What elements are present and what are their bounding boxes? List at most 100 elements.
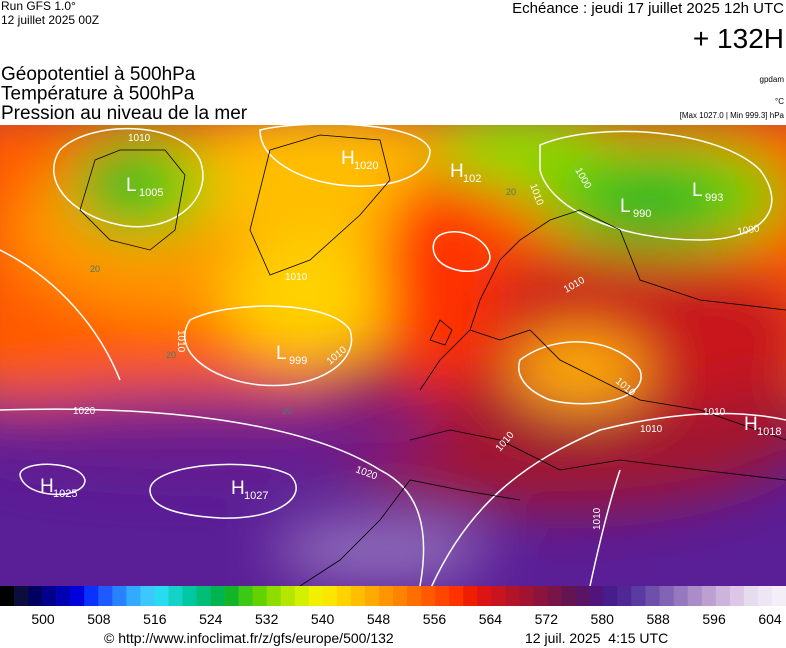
- colorbar-swatch: [336, 586, 352, 606]
- colorbar-swatch: [98, 586, 113, 606]
- colorbar-swatch: [561, 586, 576, 606]
- center-value: 1018: [757, 426, 781, 438]
- colorbar-swatch: [491, 586, 506, 606]
- colorbar-swatch: [168, 586, 183, 606]
- colorbar-swatch: [617, 586, 632, 606]
- colorbar-swatch: [435, 586, 450, 606]
- colorbar-swatch: [687, 586, 703, 606]
- isobar-label: 20: [90, 264, 100, 274]
- colorbar-swatch: [350, 586, 366, 606]
- colorbar-swatch: [407, 586, 422, 606]
- isobar-label: 1010: [592, 507, 603, 530]
- colorbar-swatch: [70, 586, 85, 606]
- colorbar-swatch: [659, 586, 675, 606]
- colorbar-label: 532: [255, 611, 279, 627]
- center-letter: L: [620, 196, 631, 217]
- colorbar-swatch: [210, 586, 225, 606]
- unit-temperature: °C: [775, 97, 784, 106]
- colorbar-label: 508: [87, 611, 111, 627]
- colorbar-swatch: [463, 586, 478, 606]
- colorbar-swatch: [771, 586, 786, 606]
- footer-url: © http://www.infoclimat.fr/z/gfs/europe/…: [104, 630, 394, 646]
- title: Pression au niveau de la mer: [1, 103, 248, 124]
- isobar-label: 20: [506, 187, 516, 197]
- isobar-label: 1010: [703, 407, 726, 418]
- unit-pressure: [Max 1027.0 | Min 999.3] hPa: [680, 111, 785, 120]
- echeance: Echéance : jeudi 17 juillet 2025 12h UTC: [512, 0, 784, 17]
- center-letter: H: [450, 161, 464, 182]
- center-letter: H: [231, 478, 245, 499]
- colorbar-swatch: [308, 586, 324, 606]
- isobar-label: 1010: [175, 330, 186, 353]
- colorbar-swatch: [84, 586, 99, 606]
- colorbar-swatch: [547, 586, 562, 606]
- center-letter: L: [276, 343, 287, 364]
- colorbar-swatch: [757, 586, 773, 606]
- colorbar-swatch: [126, 586, 141, 606]
- colorbar-swatch: [266, 586, 282, 606]
- colorbar-label: 604: [758, 611, 782, 627]
- colorbar-swatch: [589, 586, 604, 606]
- colorbar-swatch: [182, 586, 197, 606]
- center-letter: L: [126, 175, 137, 196]
- center-value: 990: [633, 208, 651, 220]
- colorbar-swatch: [477, 586, 492, 606]
- isobar-label: 20: [166, 350, 176, 360]
- colorbar-swatch: [56, 586, 71, 606]
- center-letter: H: [744, 414, 758, 435]
- colorbar-swatch: [252, 586, 267, 606]
- center-value: 993: [705, 192, 723, 204]
- center-value: 1025: [53, 488, 77, 500]
- colorbar-swatch: [603, 586, 618, 606]
- lead-time: + 132H: [693, 23, 784, 54]
- colorbar-label: 556: [423, 611, 447, 627]
- colorbar-swatch: [322, 586, 338, 606]
- isobar-label: 1010: [128, 133, 151, 144]
- colorbar-swatch: [533, 586, 548, 606]
- run-label: Run GFS 1.0°: [1, 0, 76, 13]
- colorbar-swatch: [112, 586, 127, 606]
- colorbar-swatch: [701, 586, 717, 606]
- colorbar-label: 564: [479, 611, 503, 627]
- colorbar-swatch: [0, 586, 15, 606]
- center-letter: L: [692, 180, 703, 201]
- colorbar-swatch: [378, 586, 394, 606]
- center-value: 102: [463, 173, 481, 185]
- colorbar-swatch: [631, 586, 646, 606]
- colorbar-label: 596: [702, 611, 726, 627]
- colorbar-swatch: [238, 586, 253, 606]
- colorbar-swatch: [505, 586, 520, 606]
- colorbar-label: 588: [646, 611, 670, 627]
- run-date: 12 juillet 2025 00Z: [1, 13, 99, 27]
- colorbar-swatch: [729, 586, 745, 606]
- title: Géopotentiel à 500hPa: [1, 64, 196, 85]
- isobar-label: 1020: [73, 406, 96, 417]
- colorbar-swatch: [393, 586, 408, 606]
- colorbar-label: 580: [591, 611, 615, 627]
- title: Température à 500hPa: [1, 84, 195, 105]
- unit-geopotential: gpdam: [760, 75, 785, 84]
- colorbar-swatch: [196, 586, 211, 606]
- center-letter: H: [40, 476, 54, 497]
- center-value: 1027: [244, 490, 268, 502]
- colorbar-swatch: [519, 586, 534, 606]
- colorbar-swatch: [645, 586, 660, 606]
- colorbar-label: 540: [311, 611, 335, 627]
- center-value: 1005: [139, 187, 163, 199]
- colorbar-swatch: [449, 586, 464, 606]
- colorbar-swatch: [715, 586, 731, 606]
- colorbar-label: 500: [31, 611, 55, 627]
- colorbar-swatch: [743, 586, 759, 606]
- isobar-label: 1010: [640, 424, 663, 435]
- colorbar-swatch: [364, 586, 380, 606]
- isobar-label: 20: [282, 406, 292, 416]
- colorbar-swatch: [14, 586, 29, 606]
- colorbar-swatch: [154, 586, 169, 606]
- center-value: 999: [289, 355, 307, 367]
- colorbar-swatch: [42, 586, 57, 606]
- colorbar-swatch: [140, 586, 155, 606]
- footer-date: 12 juil. 2025 4:15 UTC: [525, 630, 668, 646]
- isobar-label: 1000: [737, 223, 761, 238]
